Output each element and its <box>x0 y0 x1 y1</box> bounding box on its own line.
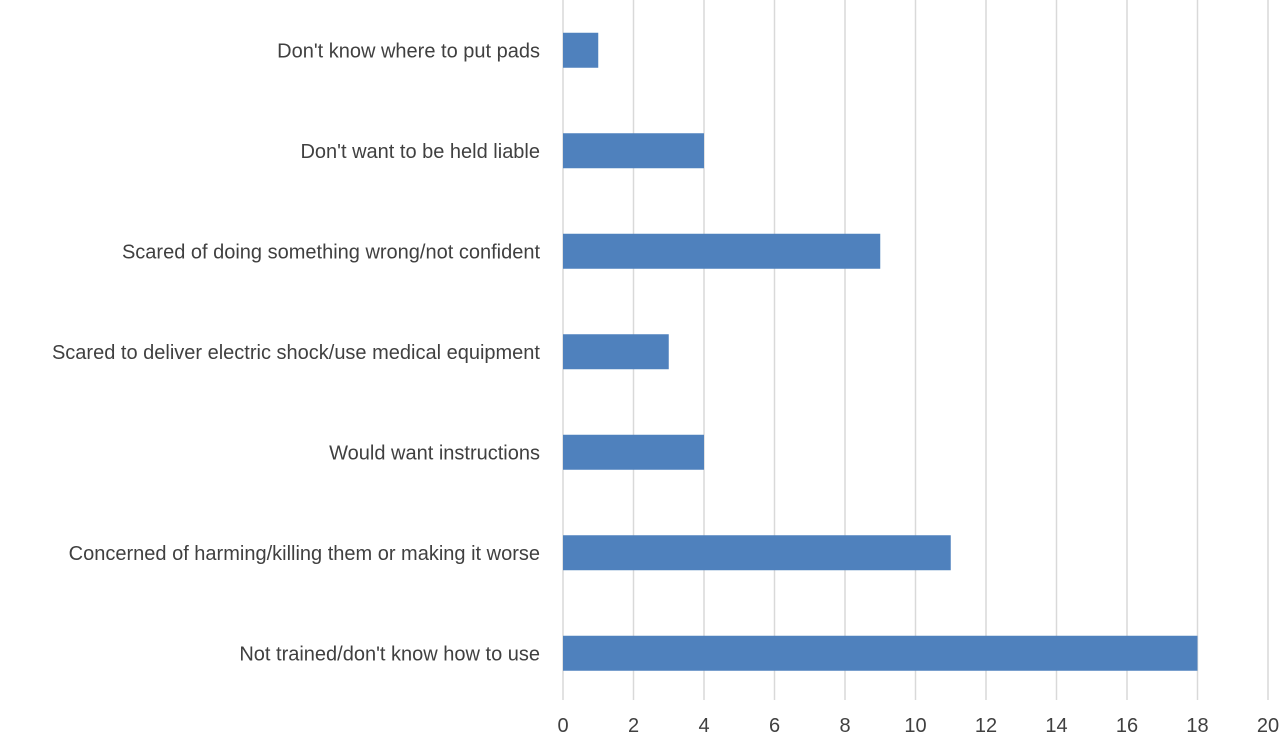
bar-0 <box>563 32 599 68</box>
category-label-2: Scared of doing something wrong/not conf… <box>122 241 540 263</box>
bar-6 <box>563 635 1198 671</box>
bar-3 <box>563 334 669 370</box>
category-label-5: Concerned of harming/killing them or mak… <box>69 543 540 565</box>
category-label-6: Not trained/don't know how to use <box>239 643 540 665</box>
x-tick-label-8: 8 <box>839 715 850 737</box>
x-tick-label-12: 12 <box>975 715 997 737</box>
category-label-4: Would want instructions <box>329 442 540 464</box>
bar-4 <box>563 434 704 470</box>
x-tick-label-6: 6 <box>769 715 780 737</box>
x-tick-label-10: 10 <box>904 715 926 737</box>
category-label-3: Scared to deliver electric shock/use med… <box>52 342 540 364</box>
bar-2 <box>563 233 881 269</box>
category-label-1: Don't want to be held liable <box>300 141 540 163</box>
x-tick-label-4: 4 <box>698 715 709 737</box>
bar-5 <box>563 535 951 571</box>
x-tick-label-16: 16 <box>1116 715 1138 737</box>
x-tick-label-18: 18 <box>1186 715 1208 737</box>
category-labels: Don't know where to put pads Don't want t… <box>52 40 540 665</box>
gridlines <box>562 0 1269 700</box>
bar-1 <box>563 133 704 169</box>
x-tick-label-0: 0 <box>557 715 568 737</box>
bars <box>563 32 1198 671</box>
x-axis-tick-labels: 0 2 4 6 8 10 12 14 16 18 20 <box>557 715 1279 737</box>
x-tick-label-20: 20 <box>1257 715 1279 737</box>
category-label-0: Don't know where to put pads <box>277 40 540 62</box>
x-tick-label-14: 14 <box>1045 715 1067 737</box>
x-tick-label-2: 2 <box>628 715 639 737</box>
